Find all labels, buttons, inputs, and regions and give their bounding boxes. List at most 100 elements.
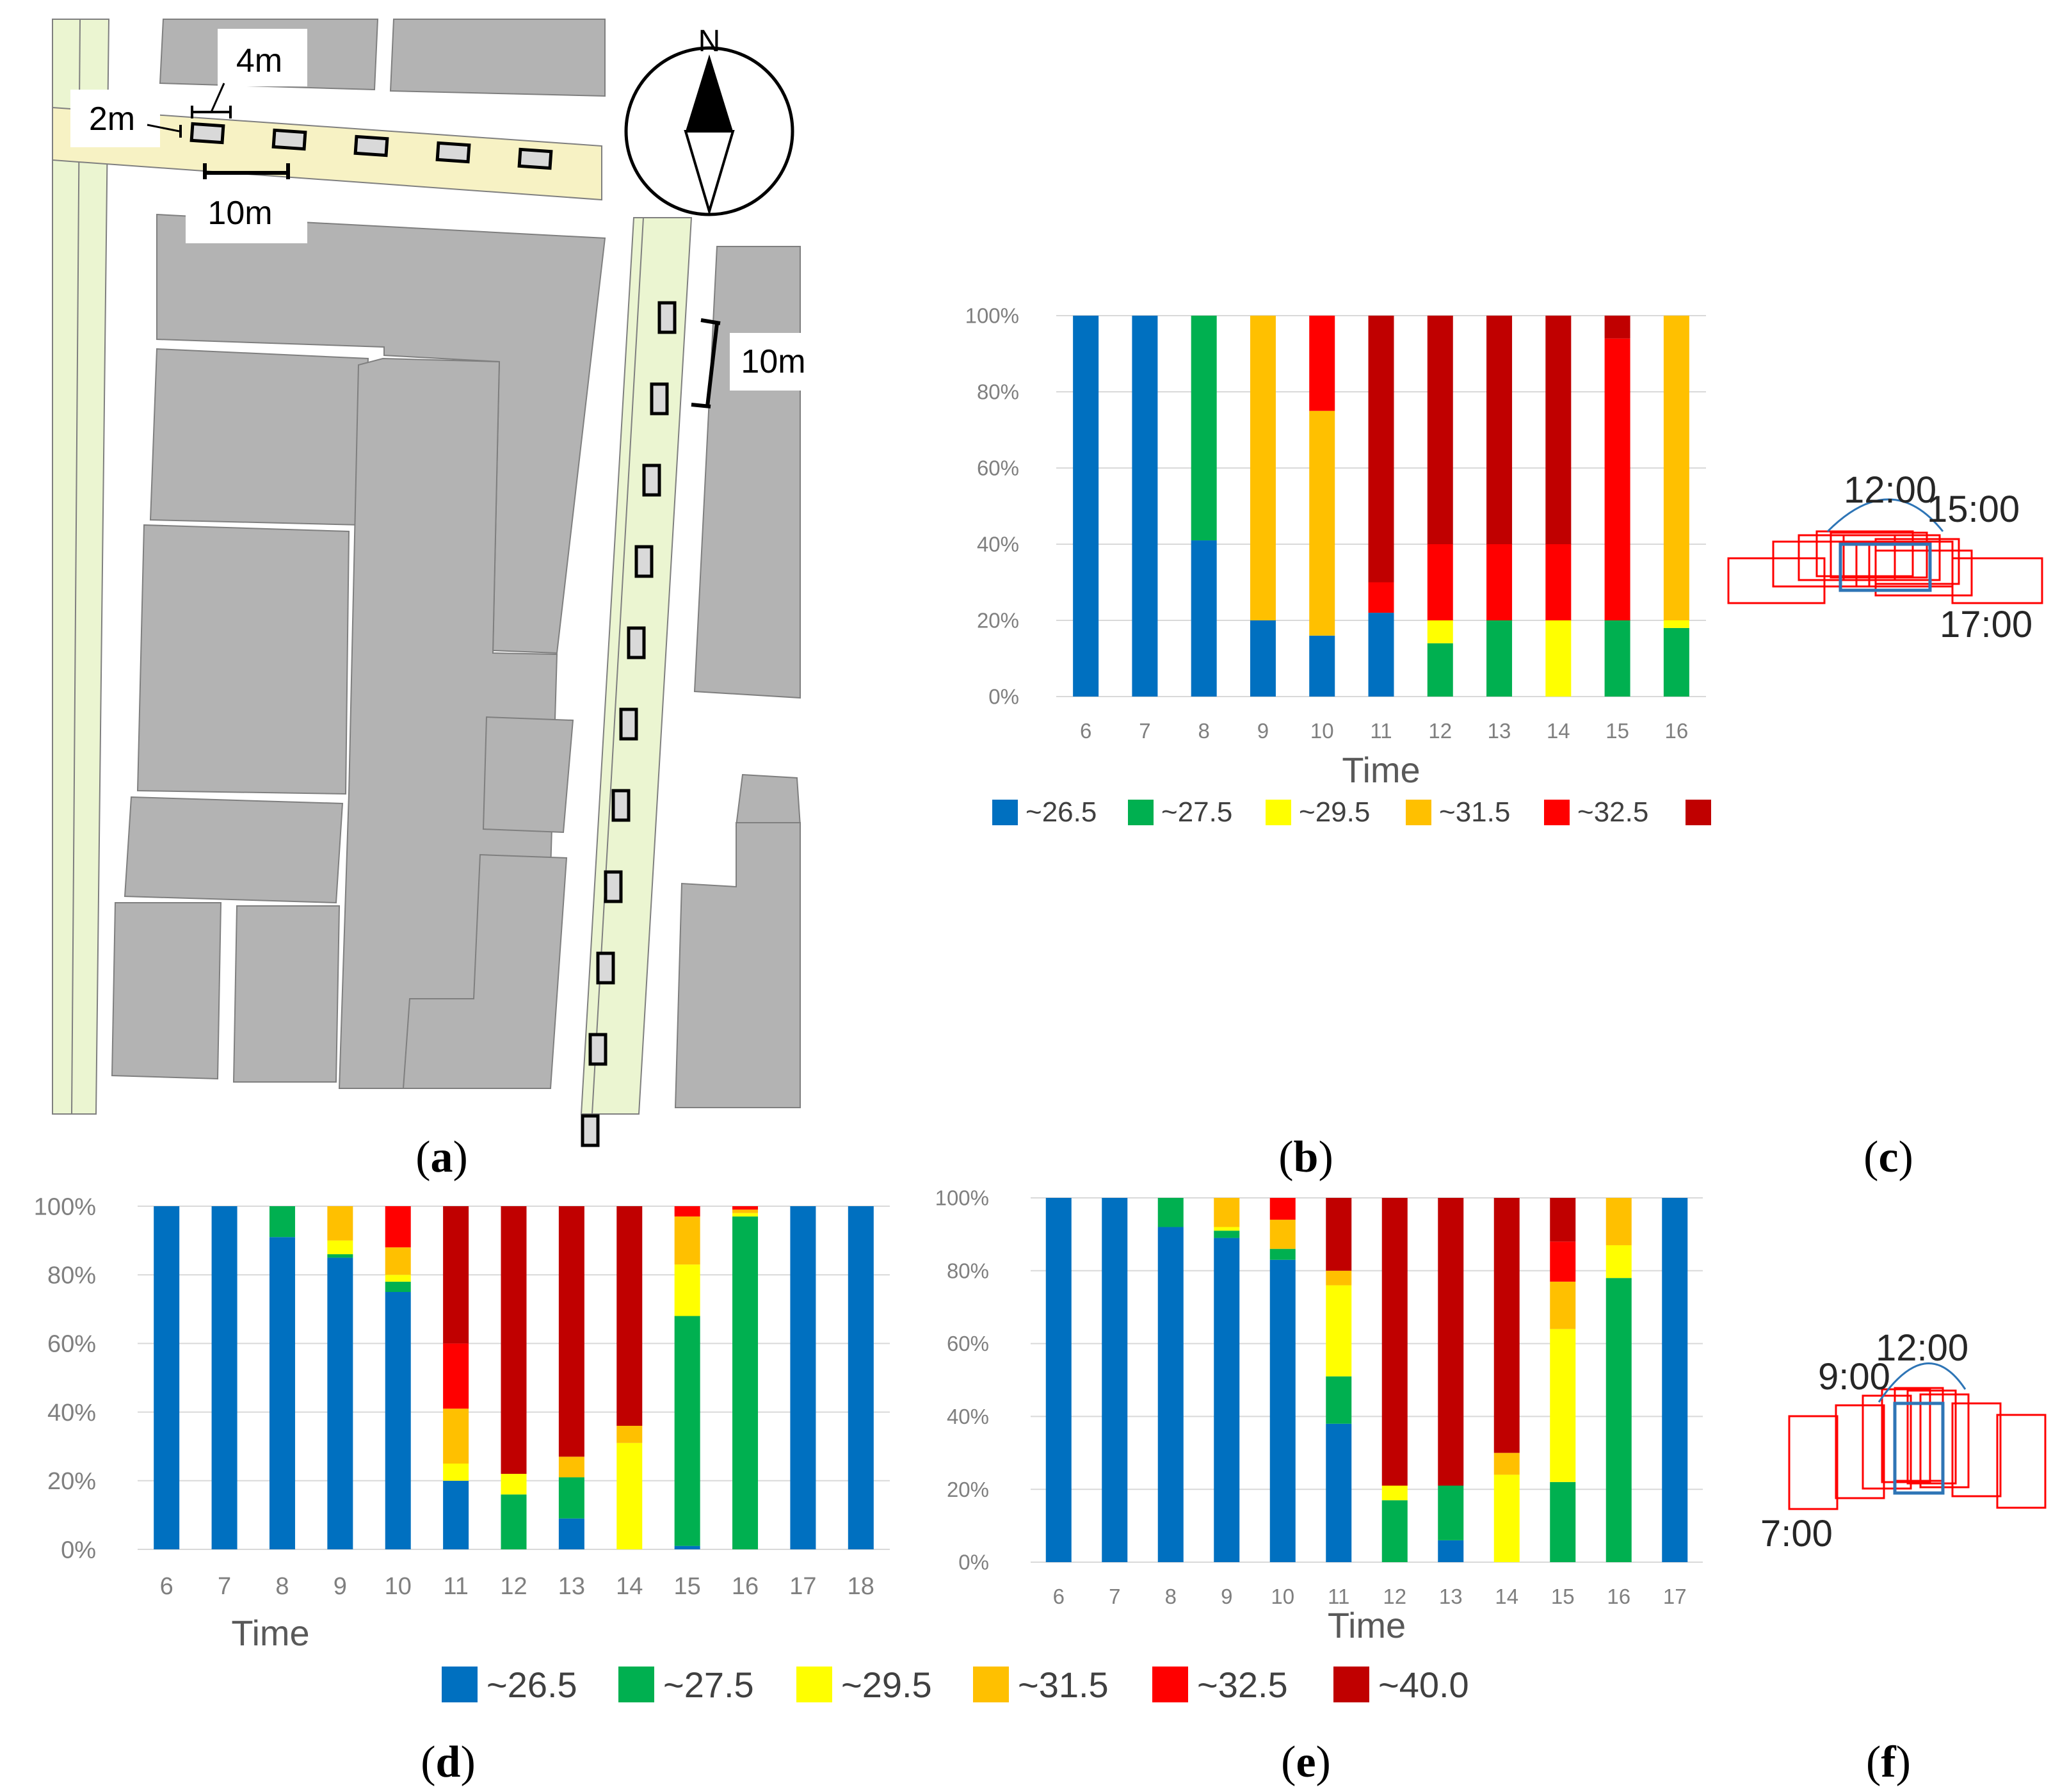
vent-rect: [627, 626, 646, 659]
time-label-afternoon: 15:00: [1927, 488, 2020, 530]
vent-rect: [517, 147, 553, 170]
bar-segment: [674, 1206, 700, 1217]
bar-segment: [732, 1216, 759, 1549]
vent-rect: [642, 464, 661, 497]
bar-segment: [385, 1275, 411, 1282]
vent-rect: [189, 122, 225, 145]
bar-segment: [1605, 1245, 1632, 1279]
sun-shadow-diagram-c: 12:00 15:00 17:00: [1727, 469, 2043, 645]
legend-label: ~26.5: [1026, 796, 1097, 828]
bar-segment: [1427, 620, 1453, 643]
vent-rect: [650, 382, 669, 416]
legend-label: ~32.5: [1577, 796, 1648, 828]
vent-length-leader: [210, 83, 225, 113]
bar-segment: [558, 1457, 584, 1478]
bar-segment: [443, 1464, 469, 1481]
west-sidewalk-line: [71, 19, 81, 1115]
time-label-noon: 12:00: [1844, 469, 1936, 511]
x-tick-label: 16: [732, 1573, 759, 1600]
bar-segment: [1486, 620, 1513, 697]
bar-segment: [443, 1409, 469, 1464]
y-tick-label: 0%: [958, 1551, 989, 1574]
bar-segment: [1214, 1227, 1240, 1231]
bar-segment: [443, 1343, 469, 1409]
bar-segment: [269, 1206, 295, 1238]
x-tick-label: 8: [275, 1573, 289, 1600]
bar-segment: [1326, 1423, 1352, 1562]
bar-segment: [732, 1209, 759, 1213]
y-tick-label: 20%: [47, 1468, 96, 1495]
bar-segment: [327, 1257, 353, 1549]
vent-rect: [588, 1033, 608, 1066]
bar-segment: [616, 1206, 643, 1426]
bar-segment: [1427, 643, 1453, 697]
vent-rect: [596, 951, 615, 985]
bar-segment: [674, 1216, 700, 1265]
vents-north: [189, 122, 553, 170]
panel-label-e: (e): [1281, 1738, 1331, 1787]
west-sidewalk: [52, 19, 110, 1115]
bar-segment: [1663, 627, 1689, 697]
bar-segment: [1545, 620, 1572, 697]
site-map: 4m 2m 10m 10m N: [25, 19, 813, 1147]
x-tick-label: 14: [1495, 1585, 1518, 1608]
sun-path: [1878, 1362, 1967, 1403]
bar-segment: [1368, 316, 1394, 583]
bar-segment: [790, 1206, 816, 1549]
legend-label: ~32.5: [1197, 1665, 1288, 1705]
x-axis-title: Time: [1328, 1605, 1406, 1645]
panel-label-a: (a): [415, 1133, 468, 1182]
bracket-tick: [691, 403, 711, 408]
bar-segment: [327, 1206, 353, 1241]
x-tick-label: 13: [1488, 719, 1511, 743]
x-tick-label: 9: [334, 1573, 347, 1600]
panel-label-b: (b): [1278, 1133, 1333, 1182]
legend-b: ~26.5 ~27.5 ~29.5 ~31.5 ~32.5: [992, 796, 1711, 828]
x-tick-label: 15: [1605, 719, 1629, 743]
bar-segment: [1214, 1198, 1240, 1227]
bar-segment: [674, 1546, 700, 1549]
building: [482, 716, 574, 834]
legend-swatch: [1544, 800, 1570, 825]
x-tick-label: 8: [1198, 719, 1210, 743]
bar-segment: [1191, 316, 1217, 541]
x-tick-label: 17: [789, 1573, 816, 1600]
bar-segment: [1326, 1270, 1352, 1286]
bar-segment: [1191, 540, 1217, 697]
legend-swatch: [618, 1667, 654, 1702]
legend-label: ~29.5: [841, 1665, 932, 1705]
chart-d: 0% 20% 40% 60% 80% 100% 6 7 8 9 10 11 12 13 14 15 16 17 18…: [34, 1193, 890, 1653]
legend-swatch: [1406, 800, 1431, 825]
panel-label-d: (d): [421, 1738, 476, 1787]
bar-segment: [385, 1292, 411, 1549]
vent-rect: [657, 301, 677, 334]
bar-segment: [616, 1442, 643, 1549]
bar-segment: [1381, 1500, 1408, 1562]
bar-segment: [674, 1264, 700, 1316]
bar-segment: [1250, 316, 1276, 620]
bar-segment: [1102, 1198, 1128, 1562]
chart-e: 0% 20% 40% 60% 80% 100% 6 7 8 9 10 11 12 13 14 15 16 17 Ti…: [935, 1186, 1703, 1645]
legend-de: ~26.5 ~27.5 ~29.5 ~31.5 ~32.5 ~40.0: [442, 1665, 1469, 1705]
bar-segment: [1427, 544, 1453, 620]
shadow-boxes: [1788, 1387, 2047, 1510]
bar-segment: [1309, 635, 1335, 697]
bar-segment: [1368, 582, 1394, 613]
legend-swatch: [1266, 800, 1291, 825]
y-tick-label: 20%: [977, 609, 1019, 633]
bar-segment: [1486, 544, 1513, 620]
bar-segment: [211, 1206, 237, 1549]
x-tick-label: 11: [1328, 1585, 1349, 1608]
legend-swatch: [1686, 800, 1711, 825]
bar-segment: [1493, 1453, 1520, 1475]
vent-outline: [1893, 1401, 1945, 1495]
building: [674, 822, 801, 1108]
label-box: [70, 90, 160, 147]
x-axis-title: Time: [1342, 750, 1420, 790]
building: [232, 905, 341, 1083]
x-tick-label: 12: [1383, 1585, 1406, 1608]
bar-segment: [1493, 1474, 1520, 1562]
vent-rect: [435, 141, 471, 164]
bar-segment: [1605, 1198, 1632, 1245]
vent-width-label: 2m: [89, 101, 135, 138]
